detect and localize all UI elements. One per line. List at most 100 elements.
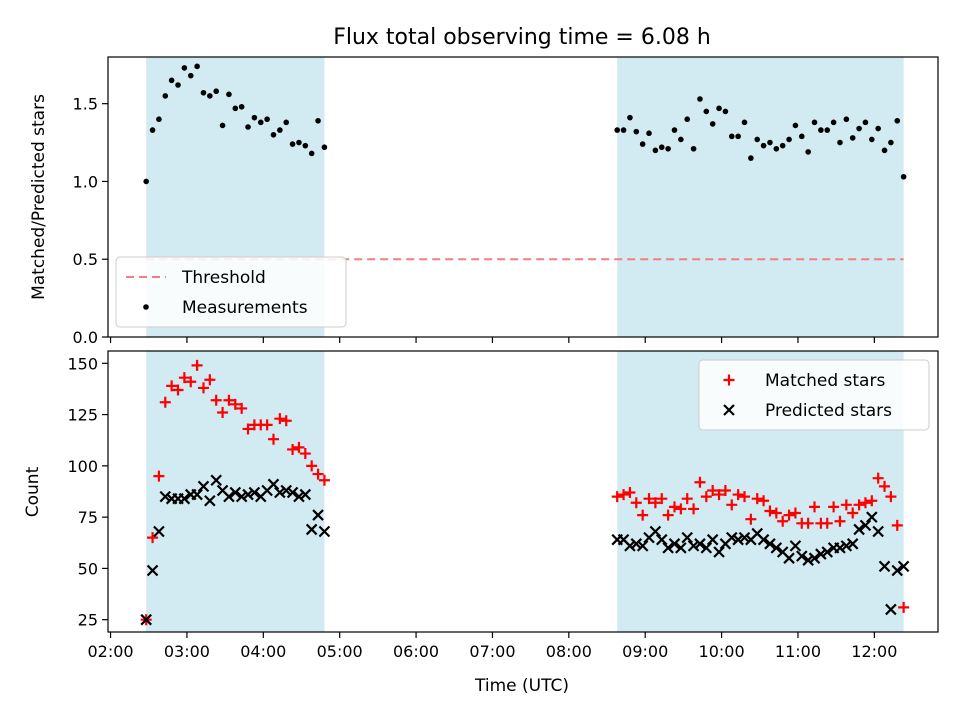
matched-stars-point xyxy=(210,394,222,406)
predicted-stars-point xyxy=(700,542,713,554)
measurements-point xyxy=(200,89,207,96)
predicted-stars-point xyxy=(706,533,719,546)
matched-stars-point xyxy=(624,487,636,499)
x-tick-label: 08:00 xyxy=(546,642,592,661)
predicted-stars-point xyxy=(318,525,331,538)
matched-stars-point xyxy=(853,499,865,511)
legend-bottom: Matched stars Predicted stars xyxy=(698,359,930,431)
matched-stars-point xyxy=(656,493,668,505)
measurements-point xyxy=(308,150,315,157)
matched-stars-point xyxy=(758,495,770,507)
measurements-point xyxy=(639,141,646,147)
axes-frame-top xyxy=(107,56,939,338)
measurements-point xyxy=(741,119,748,126)
predicted-stars-point xyxy=(815,548,827,560)
x-axis-ticks-bottom: 02:00 03:00 04:00 05:00 06:00 07:00 08:00 09:00… xyxy=(87,632,897,661)
matched-stars-point xyxy=(223,394,235,406)
measurements-point xyxy=(716,105,722,112)
measurements-point xyxy=(232,105,239,112)
predicted-stars-point xyxy=(197,480,210,493)
predicted-stars-point xyxy=(286,486,299,499)
x-axis-label: Time (UTC) xyxy=(474,676,569,696)
matched-stars-point xyxy=(726,499,738,511)
matched-stars-point xyxy=(821,517,833,529)
y-tick-label: 1.5 xyxy=(73,95,98,114)
legend-entry-label: Threshold xyxy=(181,268,266,288)
predicted-stars-point xyxy=(796,550,808,562)
measurements-point xyxy=(168,77,175,84)
measurements-point xyxy=(296,139,302,146)
predicted-stars-point xyxy=(878,560,891,573)
matched-stars-point xyxy=(777,515,789,527)
matched-stars-point xyxy=(859,497,871,509)
y-tick-label: 1.0 xyxy=(73,172,98,191)
matched-stars-point xyxy=(274,413,286,425)
measurements-point xyxy=(226,91,232,98)
matched-stars-point xyxy=(739,491,751,503)
x-tick-label: 04:00 xyxy=(240,642,286,661)
measurements-point xyxy=(671,127,678,133)
measurements-point xyxy=(162,93,169,99)
predicted-stars-point xyxy=(140,613,152,626)
measurements-point xyxy=(875,125,881,132)
predicted-stars-point xyxy=(299,488,312,501)
predicted-stars-point xyxy=(248,486,261,499)
measurements-point xyxy=(869,136,875,143)
y-axis-label-top: Matched/Predicted stars xyxy=(29,94,49,300)
predicted-stars-point xyxy=(846,538,859,550)
measurements-points xyxy=(143,63,907,185)
measurements-point xyxy=(315,117,321,124)
measurements-point xyxy=(786,136,792,143)
predicted-stars-point xyxy=(897,560,910,573)
predicted-stars-point xyxy=(834,542,846,554)
axes-frame-bottom xyxy=(107,350,939,633)
predicted-stars-point xyxy=(694,538,706,550)
legend-entry-label: Measurements xyxy=(182,298,308,318)
panel-ratio: 0.0 0.5 1.0 1.5 Matched/Predicted stars Thr… xyxy=(29,56,939,347)
legend-swatch-marker xyxy=(143,304,149,310)
measurements-point xyxy=(703,108,710,115)
predicted-stars-point xyxy=(210,474,222,486)
matched-stars-point xyxy=(618,489,630,501)
matched-stars-point xyxy=(287,443,299,455)
matched-stars-point xyxy=(662,509,674,521)
matched-stars-point xyxy=(185,376,197,388)
predicted-stars-point xyxy=(687,540,700,552)
measurements-point xyxy=(646,130,652,137)
measurements-point xyxy=(748,155,754,161)
predicted-stars-point xyxy=(229,486,242,499)
predicted-stars-point xyxy=(840,540,853,552)
measurements-point xyxy=(633,128,640,135)
matched-stars-point xyxy=(668,501,680,513)
x-tick-label: 09:00 xyxy=(622,642,668,661)
matched-stars-point xyxy=(719,484,731,496)
measurements-point xyxy=(862,119,869,126)
y-tick-label: 0.5 xyxy=(73,250,98,269)
star-count-points xyxy=(140,359,910,626)
predicted-stars-point xyxy=(821,546,834,558)
predicted-stars-point xyxy=(802,554,814,566)
measurements-point xyxy=(257,119,264,126)
predicted-stars-point xyxy=(267,478,280,491)
measurements-point xyxy=(245,124,251,130)
matched-stars-point xyxy=(802,517,814,529)
measurements-point xyxy=(805,149,811,155)
predicted-stars-point xyxy=(681,531,693,544)
legend-entry-label: Matched stars xyxy=(765,371,885,391)
predicted-stars-point xyxy=(859,519,872,532)
measurements-point xyxy=(818,127,824,133)
matched-stars-point xyxy=(840,499,852,511)
predicted-stars-point xyxy=(274,486,286,499)
matched-stars-point xyxy=(783,509,795,521)
y-tick-label: 100 xyxy=(67,457,98,476)
matched-stars-point xyxy=(236,402,248,414)
measurements-point xyxy=(614,127,621,133)
matched-stars-point xyxy=(891,519,903,531)
measurements-point xyxy=(900,173,907,180)
measurements-point xyxy=(684,116,691,123)
matched-stars-point xyxy=(751,493,763,505)
predicted-stars-point xyxy=(770,542,783,554)
measurements-point xyxy=(881,147,888,154)
predicted-stars-point xyxy=(808,552,821,564)
